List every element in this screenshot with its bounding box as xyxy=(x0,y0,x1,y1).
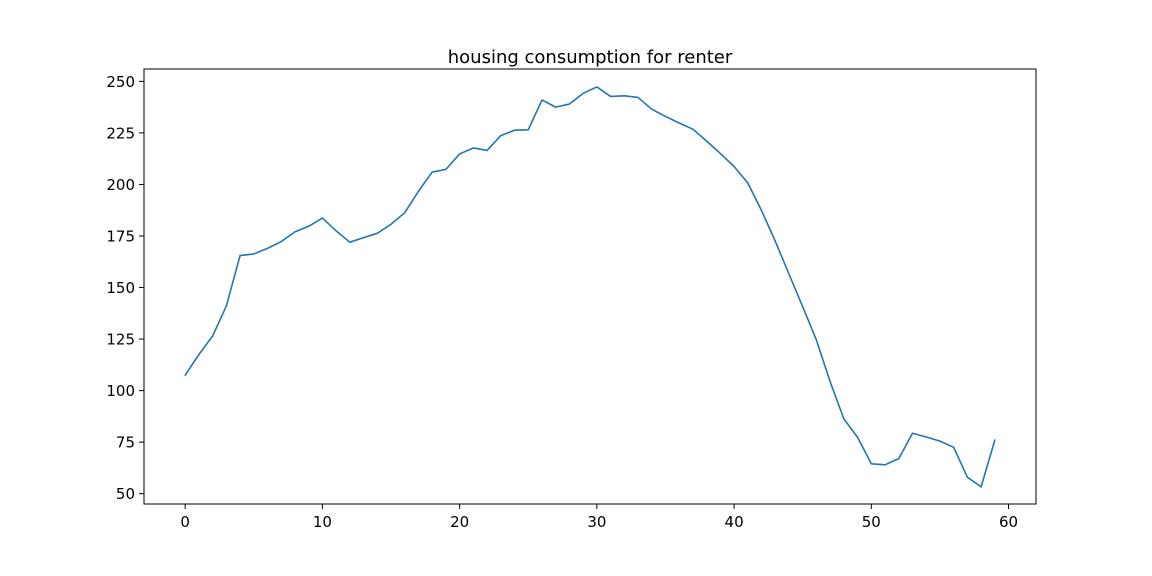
x-tick-label: 60 xyxy=(999,513,1018,531)
y-tick-label: 150 xyxy=(106,279,135,297)
y-tick-label: 250 xyxy=(106,73,135,91)
chart-title: housing consumption for renter xyxy=(448,47,733,68)
x-tick-label: 30 xyxy=(587,513,606,531)
tick-group: 0 10 20 30 40 50 60 50 75 100 125 150 175 200 225 250 xyxy=(106,73,1018,531)
x-tick-label: 0 xyxy=(180,513,190,531)
x-tick-label: 20 xyxy=(450,513,469,531)
series-line xyxy=(184,86,996,488)
y-tick-label: 100 xyxy=(106,382,135,400)
series-group xyxy=(184,86,996,488)
x-tick-label: 10 xyxy=(313,513,332,531)
y-tick-label: 125 xyxy=(106,331,135,349)
plot-area-frame xyxy=(143,68,1037,505)
y-tick-label: 200 xyxy=(106,176,135,194)
y-tick-label: 225 xyxy=(106,124,135,142)
x-tick-label: 50 xyxy=(862,513,881,531)
y-tick-label: 75 xyxy=(116,434,135,452)
x-tick-label: 40 xyxy=(725,513,744,531)
y-tick-label: 175 xyxy=(106,227,135,245)
y-tick-label: 50 xyxy=(116,485,135,503)
